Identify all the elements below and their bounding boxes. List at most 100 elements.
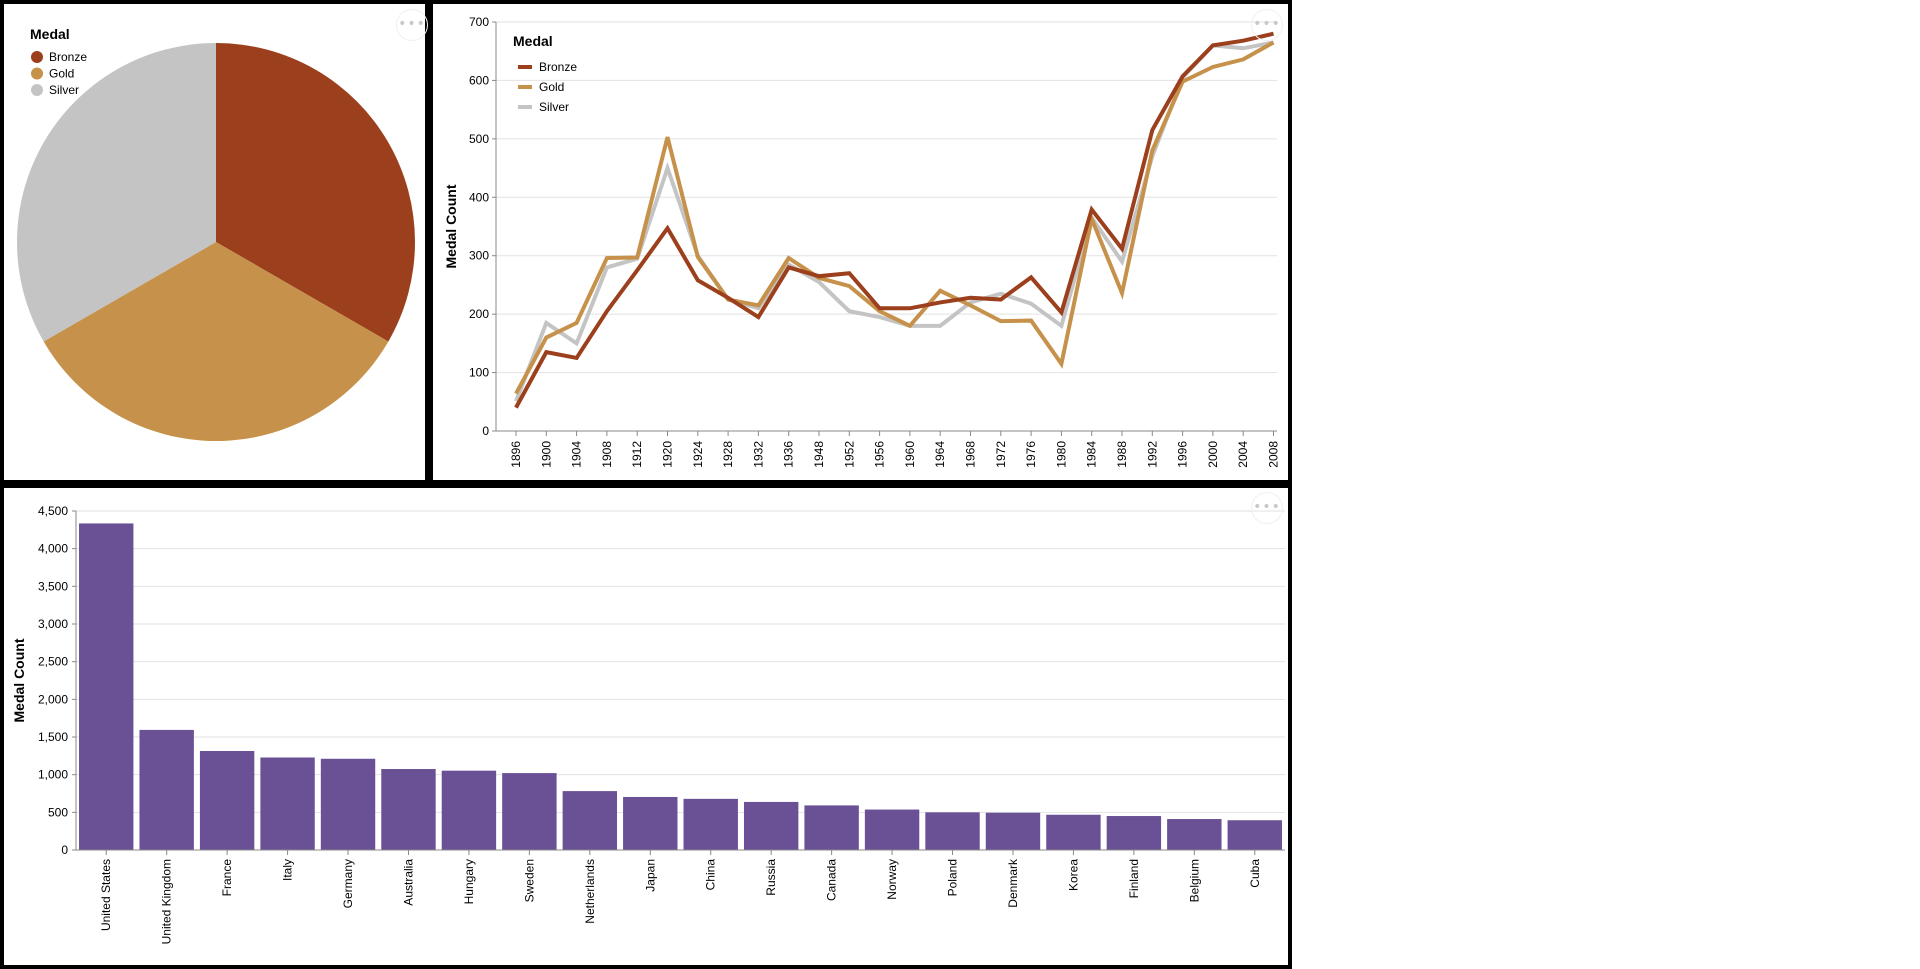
line-x-tick-label: 1984 [1085,441,1099,468]
pie-legend-swatch-bronze [31,51,43,63]
bar-x-tick-label: Sweden [522,859,536,902]
bar-y-tick-label: 4,000 [38,542,68,556]
bar-y-tick-label: 2,000 [38,692,68,706]
bar-x-tick-label: Cuba [1248,859,1262,888]
bar-x-tick-label: Norway [885,859,899,900]
pie-chart-panel: Medal Bronze Gold Silver ••• [0,0,429,484]
line-x-tick-label: 1960 [903,441,917,468]
pie-legend: Medal Bronze Gold Silver [30,26,87,97]
line-x-tick-label: 1992 [1145,441,1159,468]
more-horizontal-icon: ••• [1253,499,1281,515]
line-x-tick-label: 1904 [570,441,584,468]
bar-x-tick-label: Hungary [462,859,476,904]
bar-x-tick-label: China [704,859,718,891]
line-x-tick-label: 1932 [751,441,765,468]
line-y-tick-label: 500 [469,132,489,146]
bar-y-tick-label: 0 [61,843,68,857]
bar-united-states [79,523,134,850]
line-x-tick-label: 1936 [782,441,796,468]
line-series-silver [514,40,1274,402]
pie-more-menu[interactable]: ••• [396,9,428,41]
line-legend-title: Medal [513,33,553,49]
bar-sweden [502,773,557,850]
line-legend-label-silver: Silver [539,100,569,114]
line-y-tick-label: 400 [469,190,489,204]
pie-legend-label-gold: Gold [49,67,74,81]
pie-slice-gold [43,242,389,441]
bar-poland [925,812,980,850]
line-x-tick-label: 1972 [994,441,1008,468]
line-legend: Medal Bronze Gold Silver [513,33,577,114]
bar-germany [320,758,376,850]
bar-x-tick-label: United Kingdom [160,859,174,944]
bar-united-kingdom [139,729,194,850]
line-y-tick-label: 200 [469,307,489,321]
more-horizontal-icon: ••• [398,16,426,32]
bar-chart: 0 500 1,000 1,500 2,000 2,500 3,000 3,500 4,000 4… [11,504,1285,944]
bar-y-tick-label: 4,500 [38,504,68,518]
bar-finland [1106,816,1162,850]
bar-russia [743,801,799,850]
line-x-tick-label: 1912 [630,441,644,468]
bar-y-tick-label: 3,500 [38,579,68,593]
pie-legend-title: Medal [30,26,70,42]
bar-x-tick-label: Belgium [1187,859,1201,902]
pie-legend-swatch-silver [31,84,43,96]
line-legend-label-bronze: Bronze [539,60,577,74]
bar-china [683,798,738,850]
bar-y-tick-label: 3,000 [38,617,68,631]
line-x-tick-label: 2008 [1267,441,1281,468]
bar-x-tick-label: Canada [825,859,839,901]
line-x-tick-label: 1956 [873,441,887,468]
bar-japan [623,796,678,850]
pie-chart: Medal Bronze Gold Silver [16,26,415,441]
bar-australia [381,769,436,850]
bar-x-tick-label: France [220,859,234,897]
line-chart-panel: 0 100 200 300 400 500 600 700 1896 1900 1904 1908 19… [429,0,1292,484]
bar-x-tick-label: Finland [1127,859,1141,898]
more-horizontal-icon: ••• [1253,16,1281,32]
line-x-tick-label: 1976 [1024,441,1038,468]
line-x-tick-label: 1968 [964,441,978,468]
bar-norway [864,809,920,850]
line-legend-label-gold: Gold [539,80,564,94]
bar-france [199,751,255,850]
bar-x-tick-label: Denmark [1006,858,1020,908]
line-x-tick-label: 1924 [691,441,705,468]
bar-y-tick-label: 1,500 [38,730,68,744]
bar-korea [1046,814,1101,850]
bar-y-axis-title: Medal Count [11,638,27,722]
bar-y-tick-label: 500 [48,805,68,819]
line-x-tick-label: 1952 [842,441,856,468]
bar-netherlands [562,791,618,850]
line-series-bronze [514,31,1274,409]
line-more-menu[interactable]: ••• [1251,9,1283,41]
bar-chart-panel: 0 500 1,000 1,500 2,000 2,500 3,000 3,500 4,000 4… [0,484,1292,969]
bar-x-tick-label: Italy [281,859,295,881]
line-x-tick-label: 1980 [1054,441,1068,468]
line-x-tick-label: 1928 [721,441,735,468]
pie-slice-bronze [216,43,415,342]
bar-gridlines [76,510,1285,851]
line-x-tick-label: 1948 [812,441,826,468]
bar-canada [804,805,859,850]
pie-legend-label-silver: Silver [49,83,79,97]
line-y-tick-label: 600 [469,73,489,87]
line-x-tick-label: 1900 [539,441,553,468]
line-chart: 0 100 200 300 400 500 600 700 1896 1900 1904 1908 19… [443,15,1281,468]
line-y-tick-label: 100 [469,366,489,380]
bar-x-tick-label: Japan [643,859,657,892]
bar-x-tick-label: Korea [1066,859,1080,891]
line-y-tick-label: 700 [469,15,489,29]
bar-italy [260,757,315,850]
line-series-gold [514,40,1275,395]
pie-legend-label-bronze: Bronze [49,50,87,64]
pie-legend-swatch-gold [31,67,43,80]
bar-more-menu[interactable]: ••• [1251,492,1283,524]
line-y-tick-label: 300 [469,249,489,263]
line-x-tick-label: 1996 [1176,441,1190,468]
line-x-tick-label: 1920 [661,441,675,468]
bar-y-tick-label: 2,500 [38,655,68,669]
line-x-tick-label: 1964 [933,441,947,468]
bar-belgium [1167,819,1222,850]
